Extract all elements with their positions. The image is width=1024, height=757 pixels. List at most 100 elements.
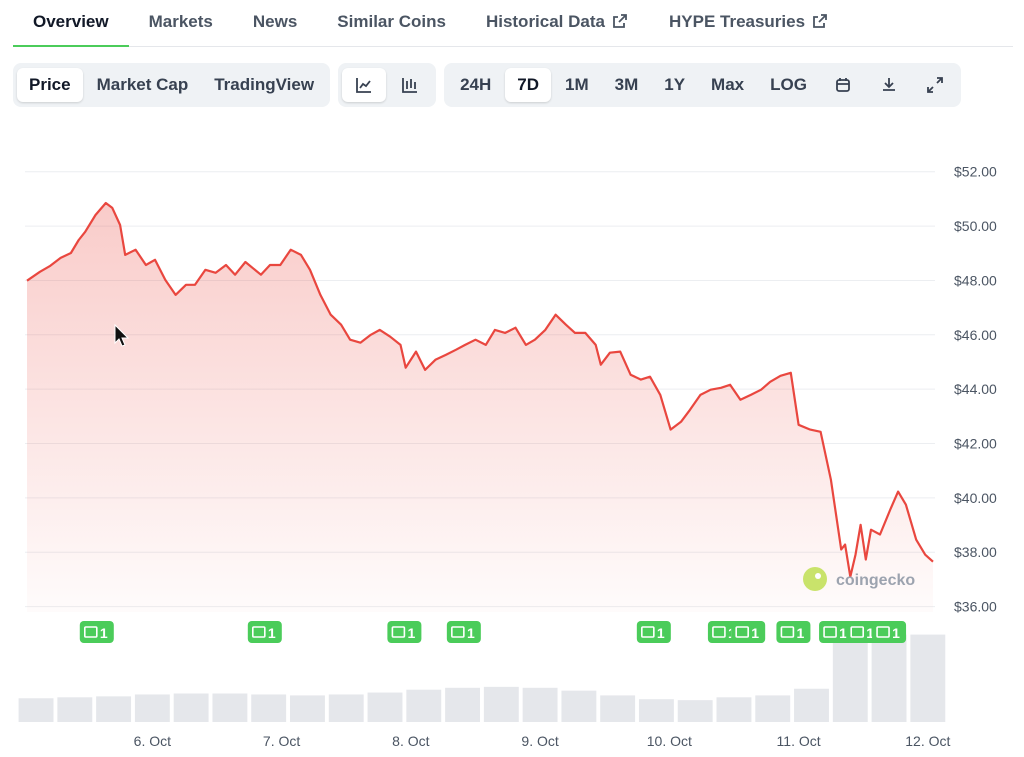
news-badge[interactable]: 1: [79, 621, 114, 643]
view-group: Price Market Cap TradingView: [13, 63, 331, 107]
candle-chart-button[interactable]: [388, 68, 432, 102]
volume-bar: [57, 697, 93, 722]
news-icon: [735, 626, 749, 638]
watermark: coingecko: [803, 567, 915, 591]
volume-bar: [406, 689, 442, 722]
news-badge[interactable]: 1: [731, 621, 766, 643]
news-icon: [83, 626, 98, 638]
volume-bar: [910, 634, 946, 722]
volume-bar: [134, 694, 170, 722]
volume-bar: [561, 690, 597, 722]
toolbar: Price Market Cap TradingView 24H 7D 1M 3…: [13, 63, 969, 107]
volume-bar: [290, 695, 325, 722]
news-icon: [391, 626, 406, 638]
news-badge[interactable]: 1: [872, 621, 907, 643]
range-button[interactable]: 7D: [505, 68, 551, 102]
news-icon: [876, 626, 890, 638]
log-button[interactable]: LOG: [770, 75, 807, 94]
chart-type-group: [338, 63, 437, 107]
y-tick-label: $42.00: [954, 436, 997, 452]
news-count: 1: [657, 625, 665, 641]
news-badge[interactable]: 1: [446, 621, 481, 643]
volume-bar: [251, 694, 287, 722]
range-button[interactable]: Max: [711, 75, 745, 94]
range-button[interactable]: 1M: [564, 75, 589, 94]
calendar-button[interactable]: [821, 68, 865, 102]
y-tick-label: $44.00: [954, 381, 997, 397]
news-count: 1: [407, 625, 415, 641]
view-button[interactable]: Market Cap: [96, 75, 189, 94]
x-tick-label: 9. Oct: [521, 733, 558, 749]
news-icon: [850, 626, 865, 638]
tab-label: Historical Data: [485, 12, 605, 31]
watermark-text: coingecko: [836, 572, 915, 589]
price-line: [26, 201, 934, 578]
news-icon: [252, 626, 266, 638]
volume-bar: [18, 698, 54, 722]
news-badge[interactable]: 1: [776, 621, 811, 643]
volume-bar: [755, 695, 791, 722]
y-tick-label: $38.00: [954, 544, 997, 560]
volume-bar: [832, 641, 868, 722]
volume-bar: [522, 687, 558, 722]
x-tick-label: 7. Oct: [263, 733, 300, 749]
tab[interactable]: Similar Coins: [337, 12, 446, 31]
news-icon: [451, 626, 465, 638]
cursor: [114, 323, 130, 347]
volume-bar: [871, 634, 907, 722]
news-count: 1: [751, 625, 759, 641]
y-tick-label: $46.00: [954, 327, 997, 343]
news-count: 1: [467, 625, 475, 641]
tab[interactable]: HYPE Treasuries: [649, 0, 849, 45]
news-icon: [823, 626, 837, 638]
news-count: 1: [839, 625, 847, 641]
download-button[interactable]: [867, 68, 911, 102]
view-button[interactable]: Price: [17, 68, 83, 102]
volume-bar: [677, 700, 713, 722]
news-icon: [712, 626, 726, 638]
volume-bar: [716, 697, 752, 722]
view-button[interactable]: TradingView: [214, 75, 315, 94]
volume-bar: [367, 692, 403, 722]
volume-bar: [328, 694, 364, 722]
x-tick-label: 11. Oct: [777, 733, 821, 749]
news-badge[interactable]: 1: [387, 621, 422, 643]
volume-bar: [96, 696, 132, 722]
y-tick-label: $48.00: [954, 272, 997, 288]
tab-bar: Overview Markets News Similar Coins Hist…: [13, 0, 1013, 47]
y-tick-label: $50.00: [954, 218, 997, 234]
range-button[interactable]: 3M: [614, 75, 639, 94]
tab-label: HYPE Treasuries: [668, 12, 806, 31]
news-badge[interactable]: 1: [846, 621, 881, 643]
range-group: 24H 7D 1M 3M 1Y Max LOG: [444, 63, 961, 107]
line-chart-button[interactable]: [342, 68, 387, 102]
y-tick-label: $40.00: [954, 490, 997, 506]
tab[interactable]: Overview: [13, 0, 129, 47]
volume-bar: [173, 693, 209, 722]
tab[interactable]: Historical Data: [466, 0, 649, 45]
news-count: 1: [866, 625, 874, 641]
volume-bar: [212, 693, 248, 722]
news-count: 1: [100, 625, 108, 641]
volume-bar: [600, 695, 636, 722]
price-area: [27, 203, 933, 612]
range-button[interactable]: 24H: [460, 75, 492, 94]
news-count: 1: [797, 625, 805, 641]
y-tick-label: $36.00: [954, 599, 997, 615]
tab[interactable]: Markets: [148, 12, 213, 31]
external-icon: [613, 14, 627, 28]
news-badge[interactable]: 1: [819, 621, 854, 643]
x-tick-label: 10. Oct: [647, 733, 692, 749]
tab[interactable]: News: [252, 12, 298, 31]
external-icon: [813, 14, 827, 28]
x-tick-label: 8. Oct: [392, 733, 429, 749]
news-badge[interactable]: 1: [247, 621, 282, 643]
fullscreen-button[interactable]: [913, 68, 957, 102]
range-button[interactable]: 1Y: [664, 75, 686, 94]
volume-bar: [445, 687, 480, 722]
volume-bar: [794, 688, 829, 722]
news-count: 1: [268, 625, 276, 641]
news-badge[interactable]: 1: [636, 621, 671, 643]
